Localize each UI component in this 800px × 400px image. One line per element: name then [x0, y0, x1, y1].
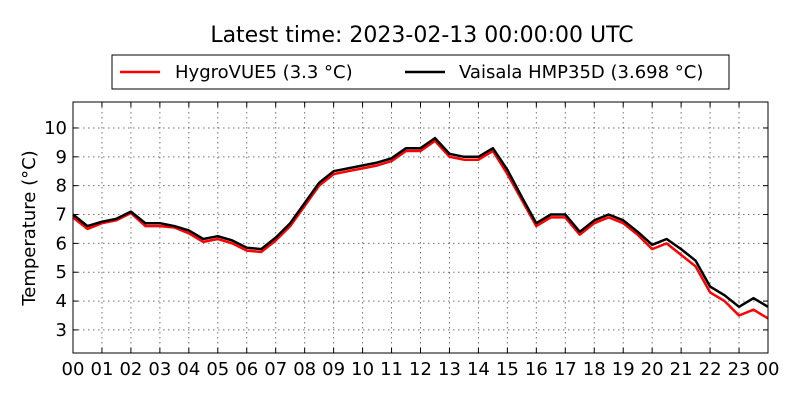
x-tick-label: 00 [62, 359, 85, 380]
grid-lines [73, 102, 768, 353]
x-tick-label: 21 [670, 359, 693, 380]
series-layer [72, 136, 769, 320]
x-tick-label: 04 [177, 359, 200, 380]
y-tick-label: 3 [56, 320, 67, 341]
y-tick-label: 6 [56, 233, 67, 254]
y-tick-label: 4 [56, 291, 67, 312]
legend-label-hygrovue5: HygroVUE5 (3.3 °C) [175, 62, 353, 83]
x-tick-label: 14 [467, 359, 490, 380]
y-axis-label: Temperature (°C) [19, 150, 40, 306]
x-tick-label: 01 [91, 359, 114, 380]
x-tick-label: 22 [699, 359, 722, 380]
x-tick-label: 10 [351, 359, 374, 380]
x-tick-label: 03 [148, 359, 171, 380]
legend: HygroVUE5 (3.3 °C) Vaisala HMP35D (3.698… [111, 54, 730, 90]
y-axis-tick-labels: 3 4 5 6 7 8 9 10 [44, 118, 67, 341]
x-tick-label: 19 [612, 359, 635, 380]
x-tick-label: 18 [583, 359, 606, 380]
y-tick-label: 9 [56, 147, 67, 168]
x-tick-label: 07 [264, 359, 287, 380]
x-axis-tick-labels: 00 01 02 03 04 05 06 07 08 09 10 11 12 13 14 15 16 17 18 19… [62, 359, 780, 380]
x-tick-label: 08 [293, 359, 316, 380]
y-tick-label: 7 [56, 205, 67, 226]
y-tick-label: 10 [44, 118, 67, 139]
x-tick-label: 17 [554, 359, 577, 380]
legend-label-vaisala: Vaisala HMP35D (3.698 °C) [459, 62, 703, 83]
x-tick-label: 09 [322, 359, 345, 380]
x-tick-label: 06 [235, 359, 258, 380]
axis-ticks [72, 102, 769, 353]
x-tick-label: 00 [757, 359, 780, 380]
y-tick-label: 8 [56, 176, 67, 197]
chart-title: Latest time: 2023-02-13 00:00:00 UTC [210, 23, 633, 48]
x-tick-label: 23 [728, 359, 751, 380]
x-tick-label: 02 [119, 359, 142, 380]
x-tick-label: 12 [409, 359, 432, 380]
x-tick-label: 13 [438, 359, 461, 380]
x-tick-label: 11 [380, 359, 403, 380]
x-tick-label: 16 [525, 359, 548, 380]
x-tick-label: 20 [641, 359, 664, 380]
x-tick-label: 05 [206, 359, 229, 380]
series-line-hygrovue5 [72, 139, 769, 320]
x-tick-label: 15 [496, 359, 519, 380]
series-line-vaisala [72, 136, 769, 309]
y-tick-label: 5 [56, 262, 67, 283]
